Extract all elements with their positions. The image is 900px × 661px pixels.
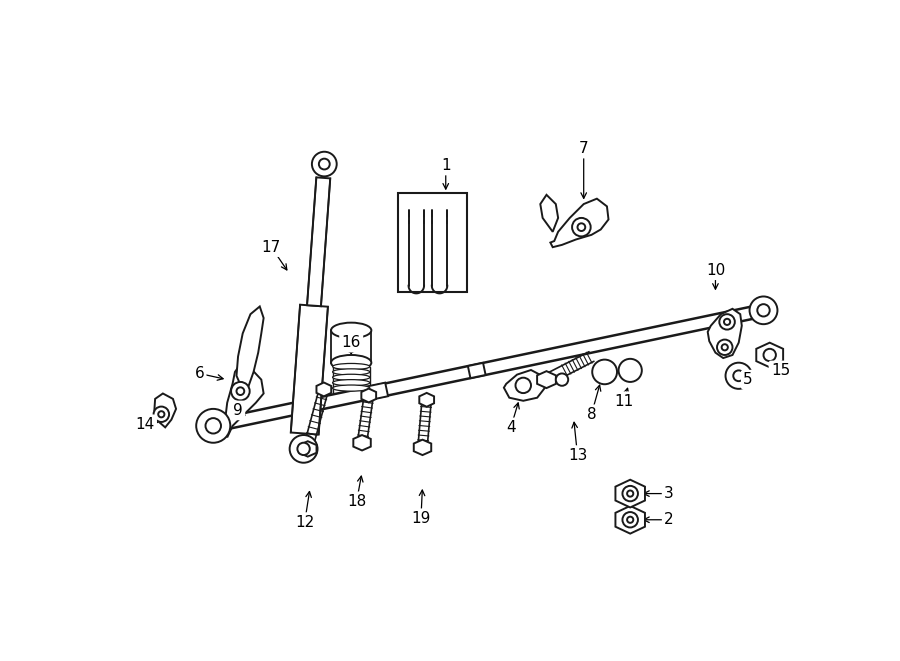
Polygon shape [364,383,388,401]
Ellipse shape [331,355,372,370]
Polygon shape [354,435,371,450]
Circle shape [623,486,638,501]
Circle shape [231,382,249,401]
Bar [398,193,467,292]
Text: 4: 4 [506,420,516,435]
Circle shape [154,407,169,422]
Polygon shape [307,177,330,306]
Circle shape [763,349,776,361]
Polygon shape [468,363,486,378]
Text: 6: 6 [194,366,204,381]
Text: 18: 18 [347,494,366,509]
Text: 11: 11 [615,394,634,408]
Text: 2: 2 [664,512,674,527]
Polygon shape [317,383,331,397]
Text: 15: 15 [771,363,790,378]
Polygon shape [362,389,376,403]
Polygon shape [756,342,783,368]
Ellipse shape [333,364,370,369]
Text: 12: 12 [295,514,314,529]
Circle shape [556,373,568,386]
Circle shape [572,218,590,237]
Text: 16: 16 [341,335,361,350]
Text: 14: 14 [135,417,155,432]
Circle shape [290,435,318,463]
Polygon shape [414,440,431,455]
Circle shape [516,377,531,393]
Text: 13: 13 [568,447,587,463]
Text: 1: 1 [441,158,451,173]
Ellipse shape [333,369,370,375]
Circle shape [618,359,642,382]
Circle shape [627,490,634,496]
Circle shape [750,297,778,324]
Circle shape [623,512,638,527]
Text: 17: 17 [262,240,281,254]
Circle shape [757,304,770,317]
Circle shape [237,387,244,395]
Text: 10: 10 [706,263,725,278]
Ellipse shape [331,323,372,338]
Circle shape [196,409,230,443]
Polygon shape [155,393,176,428]
Text: 9: 9 [233,403,243,418]
Polygon shape [237,307,264,393]
Text: 3: 3 [664,486,674,501]
Circle shape [297,443,310,455]
Polygon shape [616,480,645,508]
Ellipse shape [333,374,370,380]
Circle shape [346,341,356,352]
Circle shape [319,159,329,169]
Polygon shape [537,371,556,388]
Polygon shape [616,506,645,533]
Circle shape [592,360,617,384]
Circle shape [158,411,165,417]
Circle shape [205,418,221,434]
Text: 5: 5 [743,372,752,387]
Polygon shape [707,309,742,358]
Circle shape [724,319,730,325]
Circle shape [578,223,585,231]
Circle shape [725,363,752,389]
Text: 8: 8 [587,407,597,422]
Polygon shape [540,195,558,232]
Ellipse shape [333,379,370,386]
Ellipse shape [333,385,370,391]
Polygon shape [299,442,317,457]
Text: 7: 7 [579,141,589,156]
Polygon shape [225,364,264,438]
Polygon shape [504,370,545,401]
Circle shape [312,152,337,176]
Text: 19: 19 [411,511,430,525]
Circle shape [722,344,728,350]
Circle shape [717,340,733,355]
Polygon shape [551,199,608,247]
Circle shape [719,314,734,330]
Polygon shape [419,393,434,407]
Circle shape [627,517,634,523]
Polygon shape [291,305,328,434]
Circle shape [734,370,744,381]
